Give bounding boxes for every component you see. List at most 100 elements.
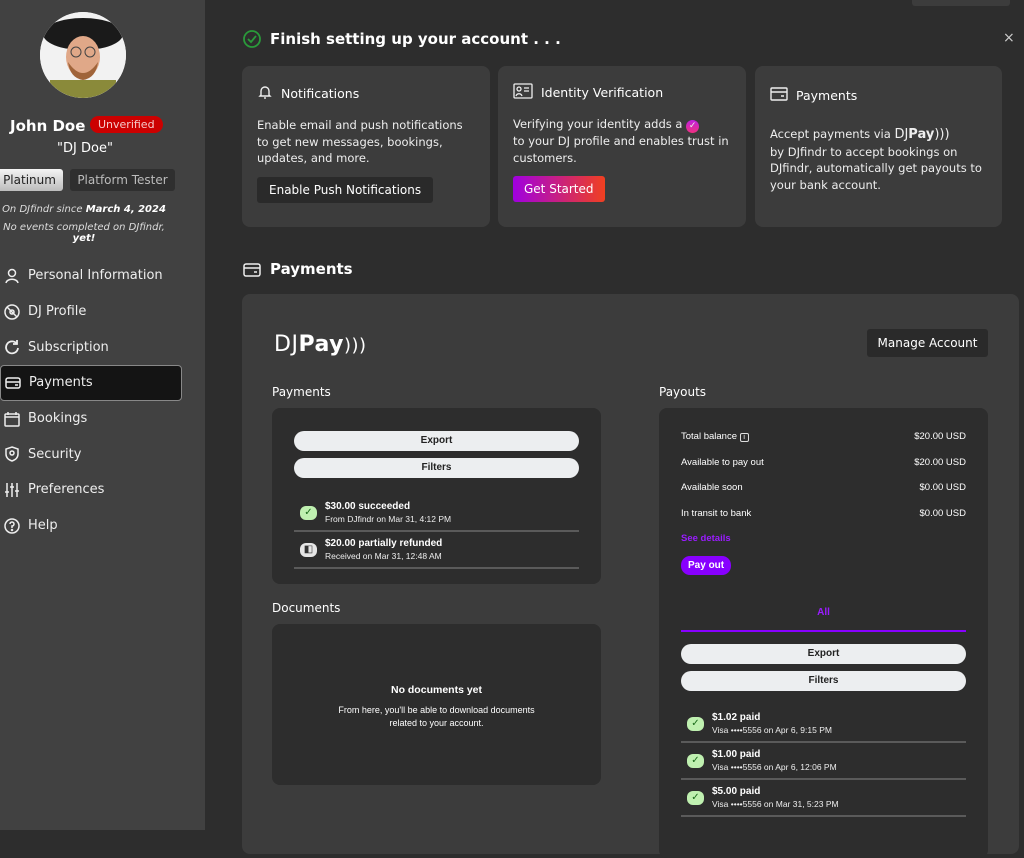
id-card-icon [513, 83, 533, 102]
balance-label: Total balance i [681, 431, 749, 457]
payments-card: Payments Accept payments via DJPay))) by … [755, 66, 1002, 227]
logo-part: DJ [274, 332, 299, 357]
role-badge: Platform Tester [70, 169, 175, 191]
user-icon [3, 267, 21, 285]
card-text: Verifying your identity adds a [513, 117, 683, 131]
credit-card-icon [4, 374, 22, 392]
sidebar-item-payments[interactable]: Payments [0, 365, 182, 401]
enable-push-notifications-button[interactable]: Enable Push Notifications [257, 176, 434, 203]
sidebar-item-label: Payments [29, 375, 93, 391]
sidebar-item-label: Subscription [28, 339, 109, 355]
get-started-button[interactable]: Get Started [513, 176, 605, 202]
sidebar-item-preferences[interactable]: Preferences [0, 472, 182, 508]
filters-button[interactable]: Filters [294, 458, 579, 478]
sidebar-item-personal-information[interactable]: Personal Information [0, 258, 182, 294]
sidebar: John Doe Unverified "DJ Doe" Platinum Pl… [0, 0, 205, 830]
pay-out-button[interactable]: Pay out [681, 556, 732, 576]
payment-sub: Received on Mar 31, 12:48 AM [325, 551, 442, 561]
documents-box: No documents yet From here, you'll be ab… [272, 624, 601, 785]
identity-card: Identity Verification Verifying your ide… [498, 66, 746, 227]
payments-label: Payments [272, 385, 331, 399]
djpay-logo: DJPay))) [274, 332, 367, 357]
payout-sub: Visa ••••5556 on Apr 6, 9:15 PM [712, 725, 832, 736]
vinyl-icon [3, 303, 21, 321]
djpay-logo: DJPay))) [894, 127, 950, 142]
payout-title: $1.02 paid [712, 712, 761, 724]
refresh-icon [3, 338, 21, 356]
contactless-icon: ))) [343, 335, 367, 356]
balance-row: Total balance i $20.00 USD [681, 431, 966, 457]
payment-title: $30.00 succeeded [325, 501, 411, 512]
user-name: John Doe [10, 117, 86, 135]
payment-title: $20.00 partially refunded [325, 538, 443, 549]
export-button[interactable]: Export [294, 431, 579, 451]
calendar-icon [3, 410, 21, 428]
sidebar-item-label: Preferences [28, 482, 105, 498]
payout-row[interactable]: ✓ $1.02 paid Visa ••••5556 on Apr 6, 9:15 … [681, 706, 966, 744]
sidebar-item-subscription[interactable]: Subscription [0, 329, 182, 365]
tier-badge: Platinum [0, 169, 63, 191]
sliders-icon [3, 481, 21, 499]
sidebar-item-label: Help [28, 518, 58, 534]
balance-row: Available soon $0.00 USD [681, 482, 966, 508]
balance-value: $20.00 USD [914, 456, 966, 468]
empty-title: No documents yet [390, 684, 482, 696]
card-text: by DJfindr to accept bookings on DJfindr… [770, 144, 982, 192]
see-details-link[interactable]: See details [681, 533, 731, 545]
empty-text: From here, you'll be able to download do… [338, 705, 535, 728]
payment-row[interactable]: ◧ $20.00 partially refunded Received on Ma… [294, 532, 579, 569]
balance-value: $20.00 USD [914, 431, 966, 442]
sidebar-item-label: DJ Profile [28, 304, 87, 320]
payouts-label: Payouts [659, 385, 707, 399]
balance-value: $0.00 USD [919, 482, 966, 494]
export-button[interactable]: Export [681, 644, 966, 665]
close-icon[interactable]: × [1003, 30, 1015, 46]
sidebar-item-label: Personal Information [28, 268, 163, 284]
payout-sub: Visa ••••5556 on Mar 31, 5:23 PM [712, 799, 839, 810]
sidebar-item-security[interactable]: Security [0, 436, 182, 472]
check-icon: ✓ [687, 790, 704, 805]
card-title: Identity Verification [541, 85, 664, 100]
payout-row[interactable]: ✓ $1.00 paid Visa ••••5556 on Apr 6, 12:06… [681, 743, 966, 781]
balance-label: Available to pay out [681, 456, 764, 468]
notifications-card: Notifications Enable email and push noti… [242, 66, 490, 227]
check-icon: ✓ [300, 505, 317, 520]
sidebar-item-bookings[interactable]: Bookings [0, 401, 182, 437]
events-suffix: yet! [72, 233, 96, 244]
manage-account-button[interactable]: Manage Account [867, 329, 988, 357]
member-since: On DJfindr since March 4, 2024 [0, 204, 174, 215]
balance-row: Available to pay out $20.00 USD [681, 457, 966, 483]
balance-label: In transit to bank [681, 507, 752, 519]
payments-panel: DJPay))) Manage Account Payments Export … [242, 294, 1019, 858]
since-prefix: On DJfindr since [2, 204, 86, 215]
payment-row[interactable]: ✓ $30.00 succeeded From DJfindr on Mar 31,… [294, 495, 579, 532]
card-text: Enable email and push notifications to g… [257, 118, 463, 165]
check-icon: ✓ [687, 753, 704, 768]
balance-label: Available soon [681, 482, 743, 494]
sidebar-item-dj-profile[interactable]: DJ Profile [0, 294, 182, 330]
since-date: March 4, 2024 [85, 204, 166, 215]
balance-value: $0.00 USD [919, 507, 966, 519]
sidebar-item-label: Security [28, 446, 82, 462]
tab-all[interactable]: All [681, 575, 966, 633]
card-text: to your DJ profile and enables trust in … [513, 134, 729, 165]
help-icon [3, 517, 21, 535]
credit-card-icon [243, 262, 261, 281]
logo-part: Pay [298, 332, 344, 357]
card-title: Payments [796, 88, 858, 103]
refund-icon: ◧ [300, 542, 317, 557]
shield-icon [3, 445, 21, 463]
filters-button[interactable]: Filters [681, 671, 966, 692]
verified-badge-icon: ✓ [686, 120, 700, 133]
setup-title: Finish setting up your account . . . [270, 30, 561, 48]
check-icon: ✓ [687, 716, 704, 731]
bell-icon [257, 84, 273, 103]
payout-sub: Visa ••••5556 on Apr 6, 12:06 PM [712, 762, 837, 773]
sidebar-item-help[interactable]: Help [0, 508, 182, 544]
card-title: Notifications [281, 86, 360, 101]
top-button[interactable] [912, 0, 1010, 6]
unverified-badge: Unverified [90, 116, 163, 133]
payments-list: Export Filters ✓ $30.00 succeeded From DJf… [272, 408, 601, 584]
payout-row[interactable]: ✓ $5.00 paid Visa ••••5556 on Mar 31, 5:23… [681, 780, 966, 818]
info-icon[interactable]: i [739, 433, 749, 442]
